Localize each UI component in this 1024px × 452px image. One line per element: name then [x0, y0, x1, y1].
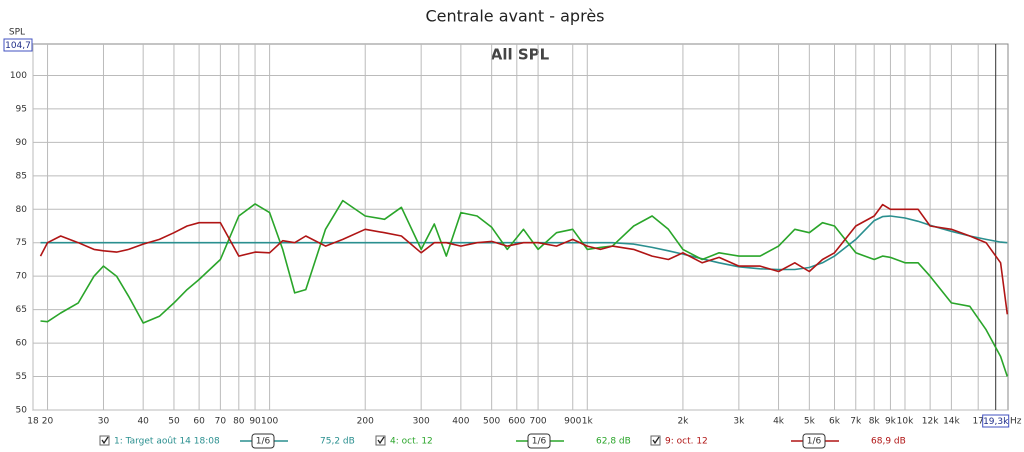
smoothing-label: 1/6 — [256, 437, 271, 447]
x-axis-label: Hz — [1010, 417, 1022, 427]
x-tick-label: 4k — [773, 417, 785, 427]
y-tick-label: 100 — [10, 71, 27, 81]
chart-subtitle: All SPL — [491, 46, 550, 64]
x-tick-label: 17 — [972, 417, 983, 427]
cursor-label: 19,3k — [983, 417, 1009, 427]
x-tick-label: 400 — [452, 417, 469, 427]
legend-name: 4: oct. 12 — [390, 437, 433, 447]
chart-title: Centrale avant - après — [426, 7, 605, 26]
x-tick-label: 20 — [42, 417, 54, 427]
x-tick-label: 12k — [922, 417, 939, 427]
y-tick-label: 85 — [16, 171, 27, 181]
x-tick-label: 80 — [233, 417, 245, 427]
y-max-box — [3, 38, 33, 52]
smoothing-box[interactable] — [251, 433, 275, 449]
x-tick-label: 600 — [508, 417, 525, 427]
legend-check[interactable] — [377, 436, 385, 445]
x-tick-label: 60 — [193, 417, 205, 427]
x-tick-label: 500 — [483, 417, 500, 427]
x-tick-label: 10k — [897, 417, 914, 427]
y-tick-label: 90 — [16, 138, 28, 148]
x-tick-label: 70 — [215, 417, 227, 427]
legend-name: 9: oct. 12 — [665, 437, 708, 447]
x-tick-label: 40 — [137, 417, 149, 427]
y-tick-label: 70 — [16, 272, 28, 282]
x-tick-label: 50 — [168, 417, 180, 427]
y-tick-label: 65 — [16, 305, 27, 315]
x-tick-label: 14k — [943, 417, 960, 427]
x-tick-label: 7k — [850, 417, 862, 427]
x-tick-label: 1k — [582, 417, 594, 427]
x-tick-label: 9k — [885, 417, 897, 427]
cursor-box — [982, 414, 1010, 428]
x-tick-label: 8k — [869, 417, 881, 427]
y-tick-label: 80 — [16, 205, 28, 215]
x-tick-label: 90 — [249, 417, 261, 427]
legend-name: 1: Target août 14 18:08 — [114, 437, 220, 447]
legend-level: 75,2 dB — [320, 437, 355, 447]
plot-frame — [32, 43, 1009, 411]
y-tick-label: 60 — [16, 339, 28, 349]
y-axis-label: SPL — [9, 28, 25, 38]
x-tick-label: 700 — [529, 417, 546, 427]
series-line — [40, 215, 1008, 271]
x-tick-label: 300 — [413, 417, 430, 427]
smoothing-label: 1/6 — [807, 437, 822, 447]
legend-checkbox[interactable] — [375, 435, 386, 446]
x-tick-label: 100 — [261, 417, 278, 427]
x-tick-label: 18 — [27, 417, 39, 427]
legend-level: 68,9 dB — [871, 437, 906, 447]
smoothing-box[interactable] — [527, 433, 551, 449]
y-tick-label: 95 — [16, 104, 27, 114]
series-line — [40, 199, 1009, 377]
smoothing-label: 1/6 — [532, 437, 547, 447]
x-tick-label: 200 — [357, 417, 374, 427]
x-tick-label: 2k — [677, 417, 689, 427]
y-tick-label: 75 — [16, 238, 27, 248]
smoothing-box[interactable] — [802, 433, 826, 449]
x-tick-label: 900 — [564, 417, 581, 427]
legend-checkbox[interactable] — [650, 435, 661, 446]
x-tick-label: 5k — [804, 417, 816, 427]
y-tick-label: 50 — [16, 406, 28, 416]
legend-check[interactable] — [652, 436, 660, 445]
legend-checkbox[interactable] — [99, 435, 110, 446]
y-max-label: 104,7 — [5, 41, 31, 51]
x-tick-label: 30 — [98, 417, 110, 427]
x-tick-label: 6k — [829, 417, 841, 427]
series-line — [39, 203, 1009, 315]
legend-level: 62,8 dB — [596, 437, 631, 447]
y-tick-label: 55 — [16, 372, 27, 382]
x-tick-label: 3k — [733, 417, 745, 427]
legend-check[interactable] — [101, 436, 109, 445]
